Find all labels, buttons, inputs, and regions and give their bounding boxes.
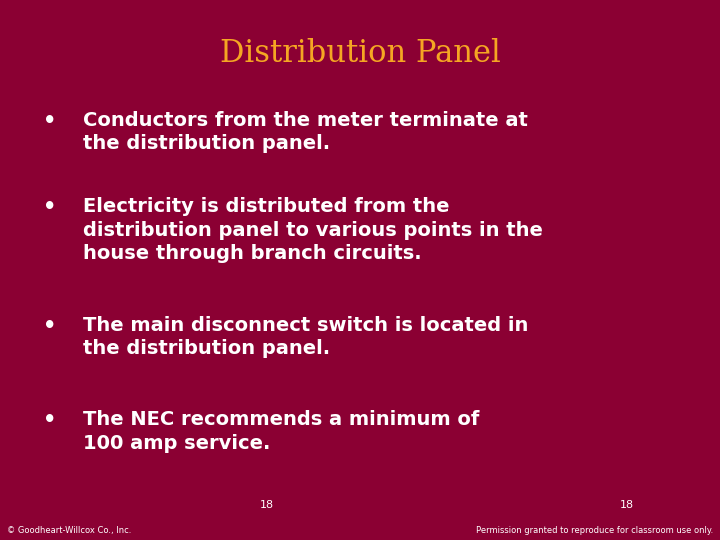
Text: •: •	[43, 197, 57, 217]
Text: Permission granted to reproduce for classroom use only.: Permission granted to reproduce for clas…	[475, 525, 713, 535]
Text: The NEC recommends a minimum of
100 amp service.: The NEC recommends a minimum of 100 amp …	[83, 410, 480, 453]
Text: © Goodheart-Willcox Co., Inc.: © Goodheart-Willcox Co., Inc.	[7, 525, 132, 535]
Text: Conductors from the meter terminate at
the distribution panel.: Conductors from the meter terminate at t…	[83, 111, 528, 153]
Text: Electricity is distributed from the
distribution panel to various points in the
: Electricity is distributed from the dist…	[83, 197, 543, 263]
Text: Distribution Panel: Distribution Panel	[220, 38, 500, 69]
Text: •: •	[43, 410, 57, 430]
Text: •: •	[43, 111, 57, 131]
Text: 18: 18	[259, 500, 274, 510]
Text: The main disconnect switch is located in
the distribution panel.: The main disconnect switch is located in…	[83, 316, 528, 359]
Text: •: •	[43, 316, 57, 336]
Text: 18: 18	[619, 500, 634, 510]
